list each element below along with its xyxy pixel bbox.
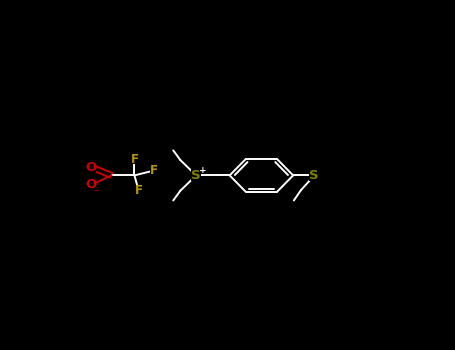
Text: F: F	[135, 184, 143, 197]
FancyBboxPatch shape	[191, 169, 202, 181]
Text: O: O	[86, 178, 97, 191]
FancyBboxPatch shape	[86, 180, 96, 190]
Text: S: S	[192, 169, 201, 182]
Text: O: O	[86, 161, 97, 174]
FancyBboxPatch shape	[131, 154, 138, 164]
FancyBboxPatch shape	[86, 162, 96, 173]
FancyBboxPatch shape	[150, 166, 158, 175]
FancyBboxPatch shape	[309, 169, 319, 181]
Text: F: F	[150, 164, 158, 177]
Text: +: +	[199, 166, 207, 175]
FancyBboxPatch shape	[135, 186, 142, 196]
Text: ⁻: ⁻	[93, 188, 98, 198]
Text: S: S	[309, 169, 319, 182]
Text: F: F	[131, 153, 138, 166]
